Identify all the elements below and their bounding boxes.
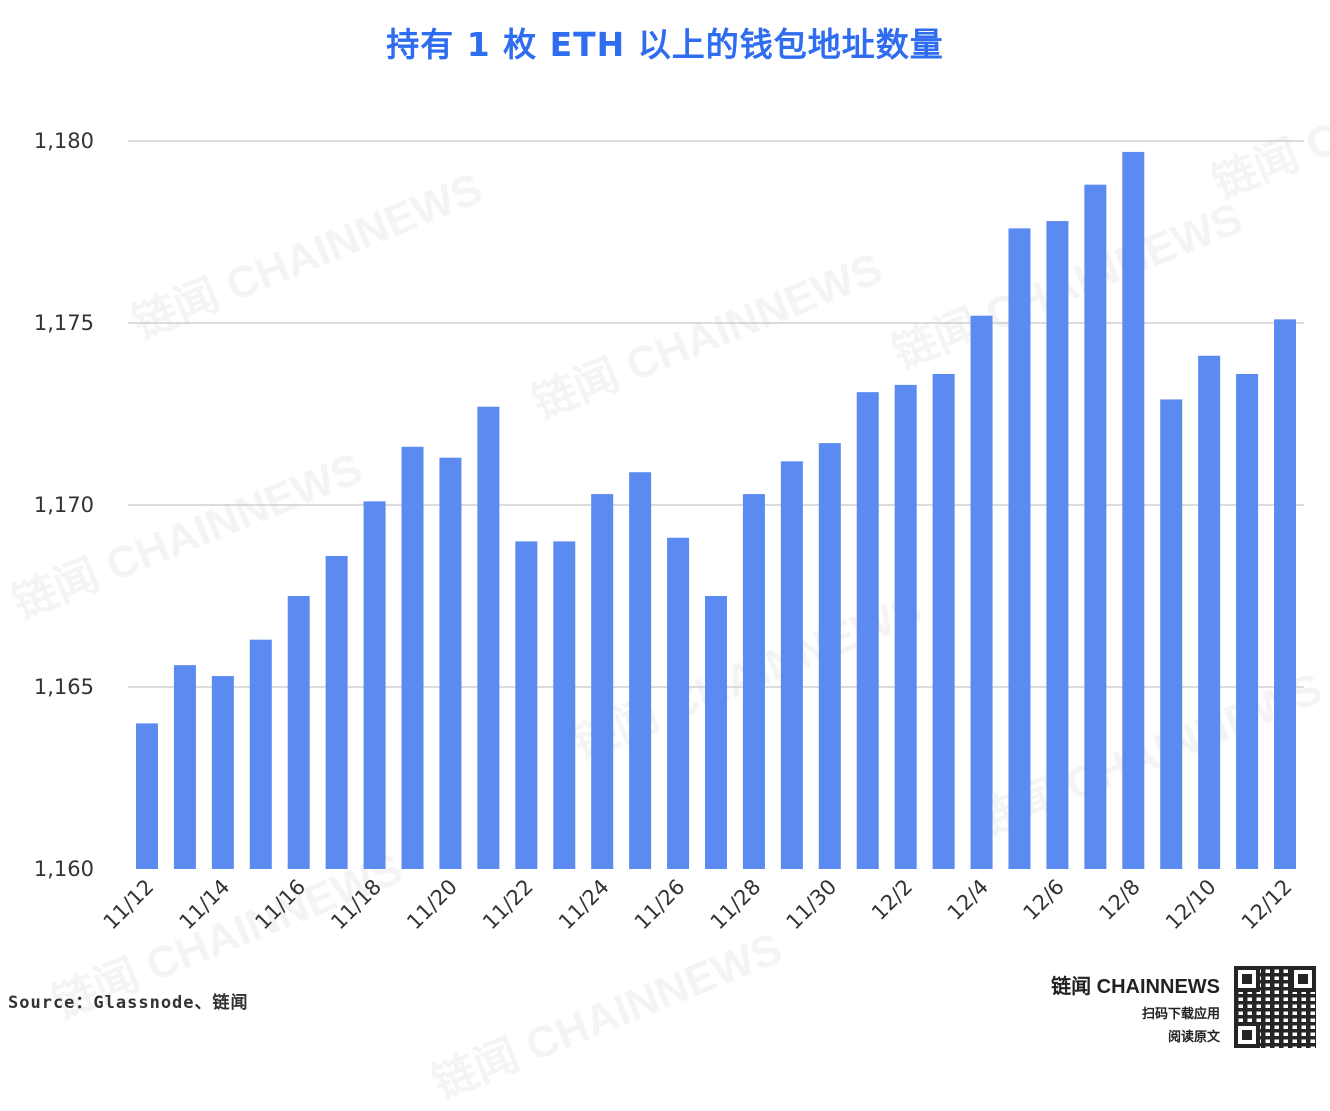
bar bbox=[1046, 221, 1069, 869]
y-tick-label: 1,175 bbox=[34, 311, 94, 335]
brand-name: 链闻 CHAINNEWS bbox=[1051, 976, 1220, 998]
x-tick-label: 11/28 bbox=[706, 875, 766, 935]
brand-cta-read: 阅读原文 bbox=[1167, 1030, 1220, 1045]
bars-layer bbox=[135, 151, 1297, 870]
bar bbox=[287, 596, 310, 869]
bar bbox=[629, 472, 652, 869]
bar bbox=[742, 494, 765, 869]
x-tick-label: 12/8 bbox=[1094, 875, 1144, 925]
x-tick-label: 11/30 bbox=[782, 875, 842, 935]
bar bbox=[704, 596, 728, 869]
bar bbox=[591, 494, 614, 869]
bar bbox=[439, 457, 462, 869]
bar bbox=[970, 315, 993, 870]
bar bbox=[135, 723, 158, 869]
bar bbox=[932, 373, 955, 869]
bar bbox=[363, 501, 386, 869]
bar bbox=[477, 406, 500, 869]
grid-layer bbox=[128, 140, 1304, 688]
bar bbox=[1198, 355, 1221, 869]
brand-cta-download: 扫码下载应用 bbox=[1141, 1007, 1220, 1022]
bar bbox=[553, 541, 576, 869]
bar bbox=[325, 555, 348, 869]
x-tick-label: 12/10 bbox=[1161, 875, 1221, 935]
x-tick-label: 11/22 bbox=[478, 875, 538, 935]
y-tick-label: 1,160 bbox=[34, 857, 94, 881]
bar bbox=[1084, 184, 1107, 869]
bar bbox=[894, 384, 917, 869]
y-axis-tick-labels: 1,160 1,165 1,170 1,175 1,180 bbox=[34, 129, 94, 881]
x-tick-label: 11/18 bbox=[326, 875, 386, 935]
x-tick-label: 12/2 bbox=[867, 875, 917, 925]
brand-block: 链闻 CHAINNEWS 扫码下载应用 阅读原文 bbox=[1040, 970, 1220, 1045]
bar bbox=[1160, 399, 1183, 869]
bar bbox=[1274, 319, 1297, 869]
x-tick-label: 11/20 bbox=[402, 875, 462, 935]
x-tick-label: 11/12 bbox=[99, 875, 159, 935]
bar bbox=[515, 541, 538, 869]
y-tick-label: 1,165 bbox=[34, 675, 94, 699]
qr-code-icon[interactable] bbox=[1234, 966, 1316, 1048]
x-tick-label: 12/4 bbox=[943, 875, 993, 925]
x-tick-label: 11/16 bbox=[250, 875, 310, 935]
y-tick-label: 1,180 bbox=[34, 129, 94, 153]
qr-finder-icon bbox=[1234, 1022, 1260, 1048]
bar bbox=[249, 639, 272, 869]
qr-finder-icon bbox=[1234, 966, 1260, 992]
bar bbox=[667, 537, 690, 869]
bar bbox=[1122, 151, 1145, 870]
x-tick-label: 11/26 bbox=[630, 875, 690, 935]
bar bbox=[211, 676, 234, 869]
bar bbox=[1008, 228, 1031, 870]
x-tick-label: 11/14 bbox=[175, 875, 235, 935]
y-tick-label: 1,170 bbox=[34, 493, 94, 517]
x-tick-label: 12/12 bbox=[1237, 875, 1297, 935]
x-tick-label: 12/6 bbox=[1019, 875, 1069, 925]
bar bbox=[818, 443, 841, 869]
bar bbox=[856, 392, 879, 869]
bar bbox=[173, 665, 196, 869]
x-tick-label: 11/24 bbox=[554, 875, 614, 935]
chart-title: 持有 1 枚 ETH 以上的钱包地址数量 bbox=[386, 25, 944, 64]
bar bbox=[780, 461, 803, 869]
bar bbox=[1236, 373, 1259, 869]
source-note: Source：Glassnode、链闻 bbox=[8, 993, 249, 1013]
qr-finder-icon bbox=[1290, 966, 1316, 992]
bar bbox=[401, 446, 424, 869]
x-axis-tick-labels: 11/12 11/14 11/16 11/18 11/20 11/22 11/24 11/26… bbox=[99, 875, 1297, 935]
